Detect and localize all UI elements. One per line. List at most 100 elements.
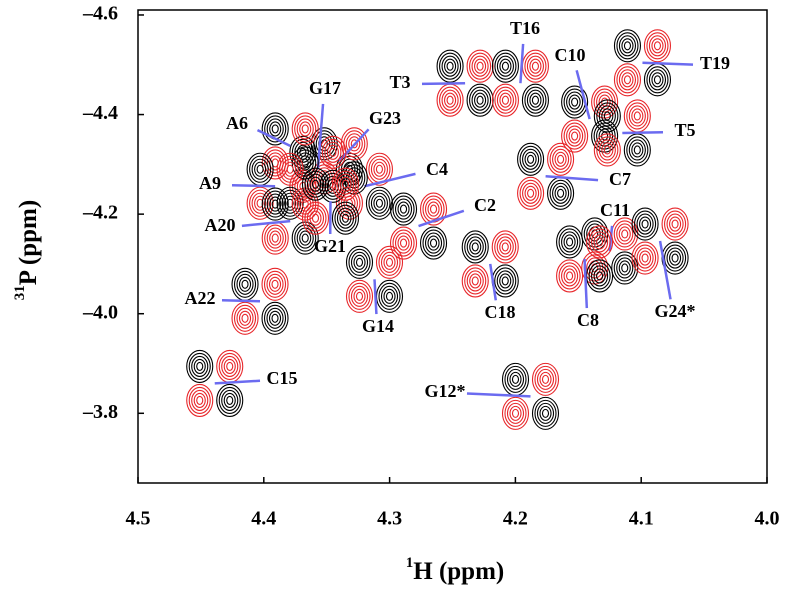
contour-ring	[618, 226, 631, 242]
contour-ring	[524, 185, 537, 201]
contour-ring	[266, 152, 284, 174]
contour-ring	[568, 94, 581, 110]
contour-ring	[499, 92, 512, 108]
contour-ring	[616, 66, 639, 94]
contour-ring	[299, 196, 312, 212]
contour-ring	[527, 154, 535, 164]
contour-ring	[491, 49, 519, 83]
contour-ring	[621, 38, 634, 54]
contour-ring	[261, 301, 289, 335]
pointer-arrow	[231, 184, 276, 188]
contour-ring	[315, 167, 333, 189]
contour-ring	[593, 268, 606, 284]
contour-ring	[639, 216, 652, 232]
contour-ring	[226, 361, 234, 371]
contour-ring	[501, 61, 509, 71]
contour-ring	[494, 86, 517, 114]
contour-ring	[571, 97, 579, 107]
pointer-arrow	[583, 258, 589, 309]
contour-ring	[394, 232, 413, 254]
contour-ring	[661, 207, 689, 241]
contour-ring	[524, 52, 547, 80]
contour-ring	[496, 55, 514, 77]
contour-ring	[424, 232, 443, 254]
contour-ring	[296, 152, 314, 174]
contour-ring	[639, 250, 652, 266]
contour-ring	[264, 115, 287, 143]
contour-ring	[331, 167, 360, 201]
contour-ring	[271, 199, 279, 209]
contour-ring	[603, 145, 611, 155]
contour-ring	[375, 198, 383, 208]
contour-ring	[385, 291, 394, 301]
contour-ring	[266, 193, 284, 215]
contour-ring	[631, 142, 644, 158]
contour-ring	[269, 155, 282, 171]
contour-ring	[268, 310, 282, 326]
contour-ring	[527, 188, 535, 198]
peak-label: A9	[199, 173, 221, 193]
contour-ring	[241, 313, 249, 323]
contour-ring	[669, 216, 682, 232]
contour-ring	[315, 133, 333, 155]
contour-ring	[664, 244, 687, 272]
cross-peak	[593, 99, 651, 167]
contour-ring	[541, 374, 550, 384]
contour-ring	[301, 201, 330, 235]
contour-ring	[671, 253, 679, 263]
contour-ring	[419, 192, 448, 226]
contour-ring	[466, 236, 484, 258]
contour-ring	[466, 49, 494, 83]
contour-ring	[231, 267, 259, 301]
contour-ring	[566, 91, 584, 113]
contour-ring	[279, 189, 302, 217]
contour-ring	[311, 179, 320, 189]
contour-ring	[345, 245, 374, 279]
peak-label: A6	[226, 113, 248, 133]
contour-ring	[568, 128, 581, 144]
contour-ring	[593, 234, 606, 250]
contour-ring	[336, 207, 355, 229]
pointer-arrow	[214, 379, 261, 385]
peak-label: C15	[267, 368, 298, 388]
contour-ring	[271, 233, 279, 243]
contour-ring	[471, 89, 489, 111]
x-tick-label: 4.0	[755, 508, 780, 530]
contour-ring	[251, 192, 269, 214]
contour-ring	[549, 179, 572, 207]
contour-ring	[383, 288, 396, 304]
contour-ring	[373, 195, 386, 211]
x-tick-label: 4.5	[126, 508, 151, 530]
contour-ring	[281, 158, 299, 180]
contour-ring	[531, 396, 560, 430]
contour-ring	[339, 176, 352, 192]
contour-ring	[256, 198, 264, 208]
contour-ring	[531, 61, 539, 71]
contour-ring	[341, 213, 350, 223]
contour-ring	[261, 221, 289, 255]
contour-ring	[588, 262, 611, 290]
contour-ring	[368, 189, 391, 217]
contour-ring	[603, 111, 611, 121]
contour-ring	[266, 227, 284, 249]
contour-ring	[281, 192, 299, 214]
contour-ring	[223, 358, 236, 374]
contour-ring	[511, 408, 520, 418]
contour-ring	[444, 92, 457, 108]
contour-ring	[598, 139, 616, 161]
contour-ring	[618, 35, 637, 57]
contour-ring	[623, 99, 651, 133]
contour-ring	[193, 392, 206, 408]
contour-ring	[618, 260, 631, 276]
contour-ring	[271, 313, 279, 323]
contour-ring	[261, 112, 289, 146]
contour-ring	[399, 204, 408, 214]
contour-ring	[439, 86, 462, 114]
contour-ring	[439, 52, 462, 80]
contour-ring	[593, 133, 621, 167]
contour-ring	[669, 250, 682, 266]
contour-ring	[294, 224, 317, 252]
contour-ring	[370, 158, 388, 180]
contour-ring	[631, 241, 659, 275]
cross-peak	[556, 225, 614, 293]
